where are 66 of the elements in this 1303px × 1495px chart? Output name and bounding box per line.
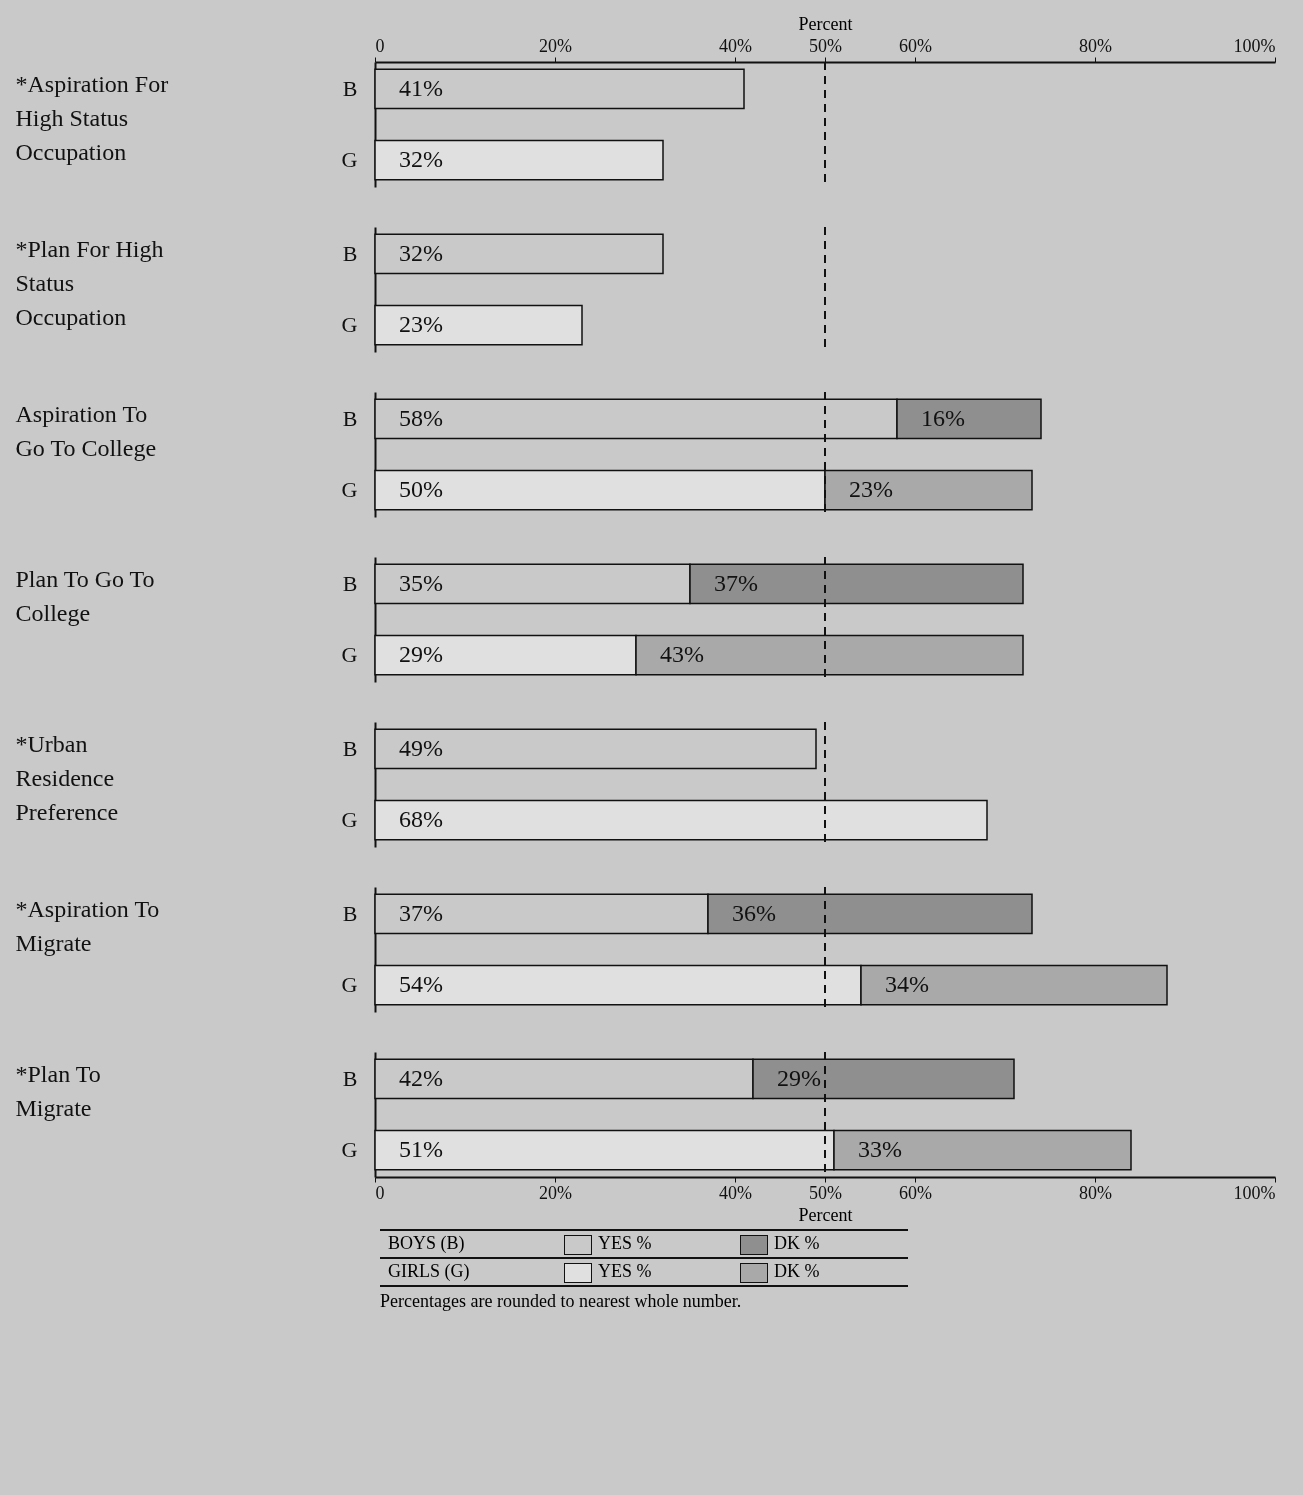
y-tick-label: G (341, 642, 358, 668)
y-tick-label: G (341, 1137, 358, 1163)
data-label: 68% (399, 806, 443, 833)
legend-label: DK % (732, 1230, 908, 1258)
x2-tick-label: 20% (539, 35, 572, 56)
data-label: 54% (399, 971, 443, 998)
y-tick-label: B (342, 405, 358, 431)
y-tick-label: B (342, 735, 358, 761)
x2-tick-label: 100% (1233, 35, 1276, 56)
legend-label: YES % (556, 1230, 732, 1258)
y-tick-label: G (341, 312, 358, 338)
data-label: 29% (777, 1064, 821, 1091)
y-tick-label: G (341, 477, 358, 503)
x2-tick-label: 80% (1079, 35, 1112, 56)
x2-tick-label: 0 (375, 35, 385, 56)
text: DK % (774, 1260, 820, 1281)
y-tick-label: B (342, 75, 358, 101)
y-axis-title: Aspiration To Go To College (15, 400, 157, 461)
y-tick-label: B (342, 570, 358, 596)
data-label: 36% (732, 899, 776, 926)
x-tick-label: 80% (1079, 1182, 1112, 1203)
data-label: 50% (399, 476, 443, 503)
y-axis-title: Plan To Go To College (15, 565, 155, 626)
text: GIRLS (G) (380, 1257, 556, 1286)
x-tick-label: 60% (899, 1182, 932, 1203)
data-label: 32% (399, 239, 443, 266)
y-tick-label: G (341, 147, 358, 173)
data-label: 49% (399, 734, 443, 761)
y-axis-title: *Urban Residence Preference (15, 730, 119, 825)
text: Percentages are rounded to nearest whole number. (380, 1290, 743, 1312)
data-label: 51% (399, 1136, 443, 1163)
data-label: 23% (399, 311, 443, 338)
data-label: 33% (858, 1136, 902, 1163)
text: BOYS (B) (380, 1230, 556, 1258)
text: YES % (598, 1260, 652, 1281)
y-axis-title: *Plan For High Status Occupation (15, 235, 164, 330)
x-tick-label: 20% (539, 1182, 572, 1203)
y-tick-label: B (342, 240, 358, 266)
y-axis-title: *Plan To Migrate (15, 1060, 101, 1121)
data-label: 37% (399, 899, 443, 926)
y-tick-label: G (341, 807, 358, 833)
data-label: 42% (399, 1064, 443, 1091)
x-tick-label: 100% (1233, 1182, 1276, 1203)
y-tick-label: B (342, 1065, 358, 1091)
data-label: 29% (399, 641, 443, 668)
data-label: 58% (399, 404, 443, 431)
x2-tick-label: 50% (809, 35, 842, 56)
data-label: 34% (885, 971, 929, 998)
y-axis-title: *Aspiration For High Status Occupation (15, 70, 169, 165)
data-label: 35% (399, 569, 443, 596)
data-label: 23% (849, 476, 893, 503)
y-tick-label: B (342, 900, 358, 926)
data-label: 41% (399, 74, 443, 101)
x2-tick-label: 40% (719, 35, 752, 56)
data-label: 32% (399, 146, 443, 173)
x-axis-title: Percent (798, 1204, 853, 1225)
x-tick-label: 50% (809, 1182, 842, 1203)
data-label: 43% (660, 641, 704, 668)
y-tick-label: G (341, 972, 358, 998)
x-tick-label: 40% (719, 1182, 752, 1203)
x2-axis-title: Percent (798, 13, 853, 34)
data-label: 16% (921, 404, 965, 431)
data-label: 37% (714, 569, 758, 596)
y-axis-title: *Aspiration To Migrate (15, 895, 160, 956)
x-tick-label: 0 (375, 1182, 385, 1203)
x2-tick-label: 60% (899, 35, 932, 56)
